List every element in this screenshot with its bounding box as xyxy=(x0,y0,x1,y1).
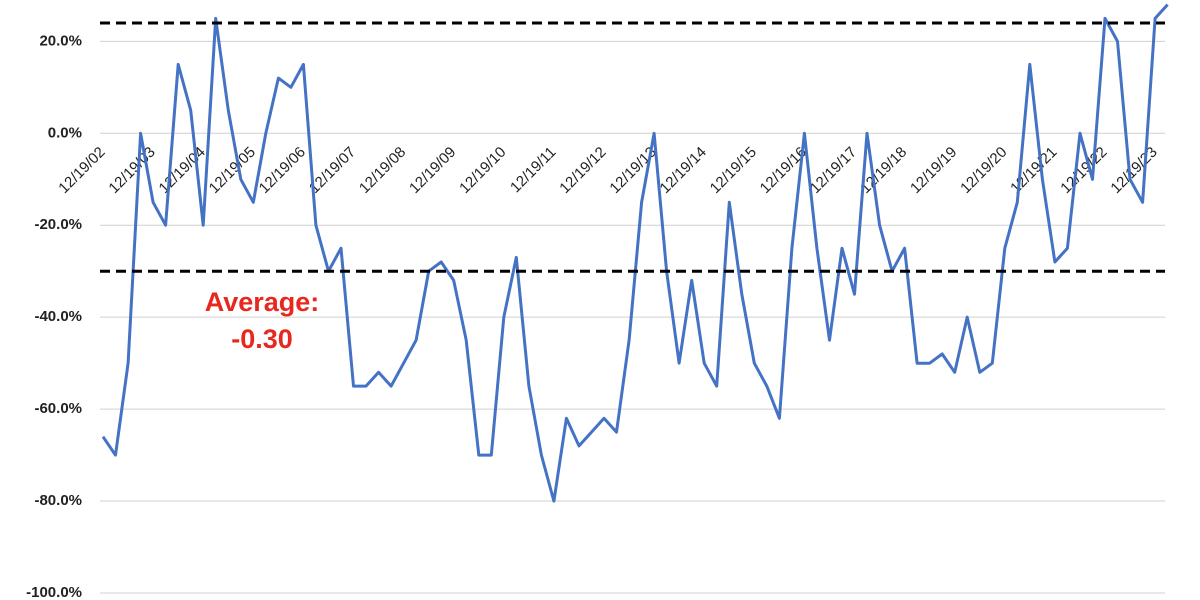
x-tick-label: 12/19/09 xyxy=(406,144,459,197)
y-tick-label: -100.0% xyxy=(26,584,82,600)
data-line xyxy=(101,3,1169,503)
x-tick-label: 12/19/14 xyxy=(657,144,710,197)
x-tick-label: 12/19/11 xyxy=(507,144,560,197)
y-tick-label: -60.0% xyxy=(34,400,82,417)
x-tick-label: 12/19/04 xyxy=(156,144,209,197)
x-tick-label: 12/19/17 xyxy=(807,144,860,197)
annotation: Average: xyxy=(205,287,320,317)
y-tick-label: -80.0% xyxy=(34,492,82,509)
y-tick-label: 20.0% xyxy=(39,32,82,49)
x-tick-label: 12/19/20 xyxy=(957,144,1010,197)
y-tick-label: 0.0% xyxy=(48,124,82,141)
x-tick-label: 12/19/02 xyxy=(55,144,108,197)
x-tick-label: 12/19/19 xyxy=(907,144,960,197)
y-tick-label: -40.0% xyxy=(34,308,82,325)
x-tick-label: 12/19/10 xyxy=(456,144,509,197)
x-tick-label: 12/19/15 xyxy=(707,144,760,197)
x-tick-label: 12/19/08 xyxy=(356,144,409,197)
x-tick-label: 12/19/21 xyxy=(1007,144,1060,197)
x-tick-label: 12/19/05 xyxy=(206,144,259,197)
y-tick-label: -20.0% xyxy=(34,216,82,233)
x-tick-label: 12/19/12 xyxy=(556,144,609,197)
annotation: -0.30 xyxy=(231,324,293,354)
